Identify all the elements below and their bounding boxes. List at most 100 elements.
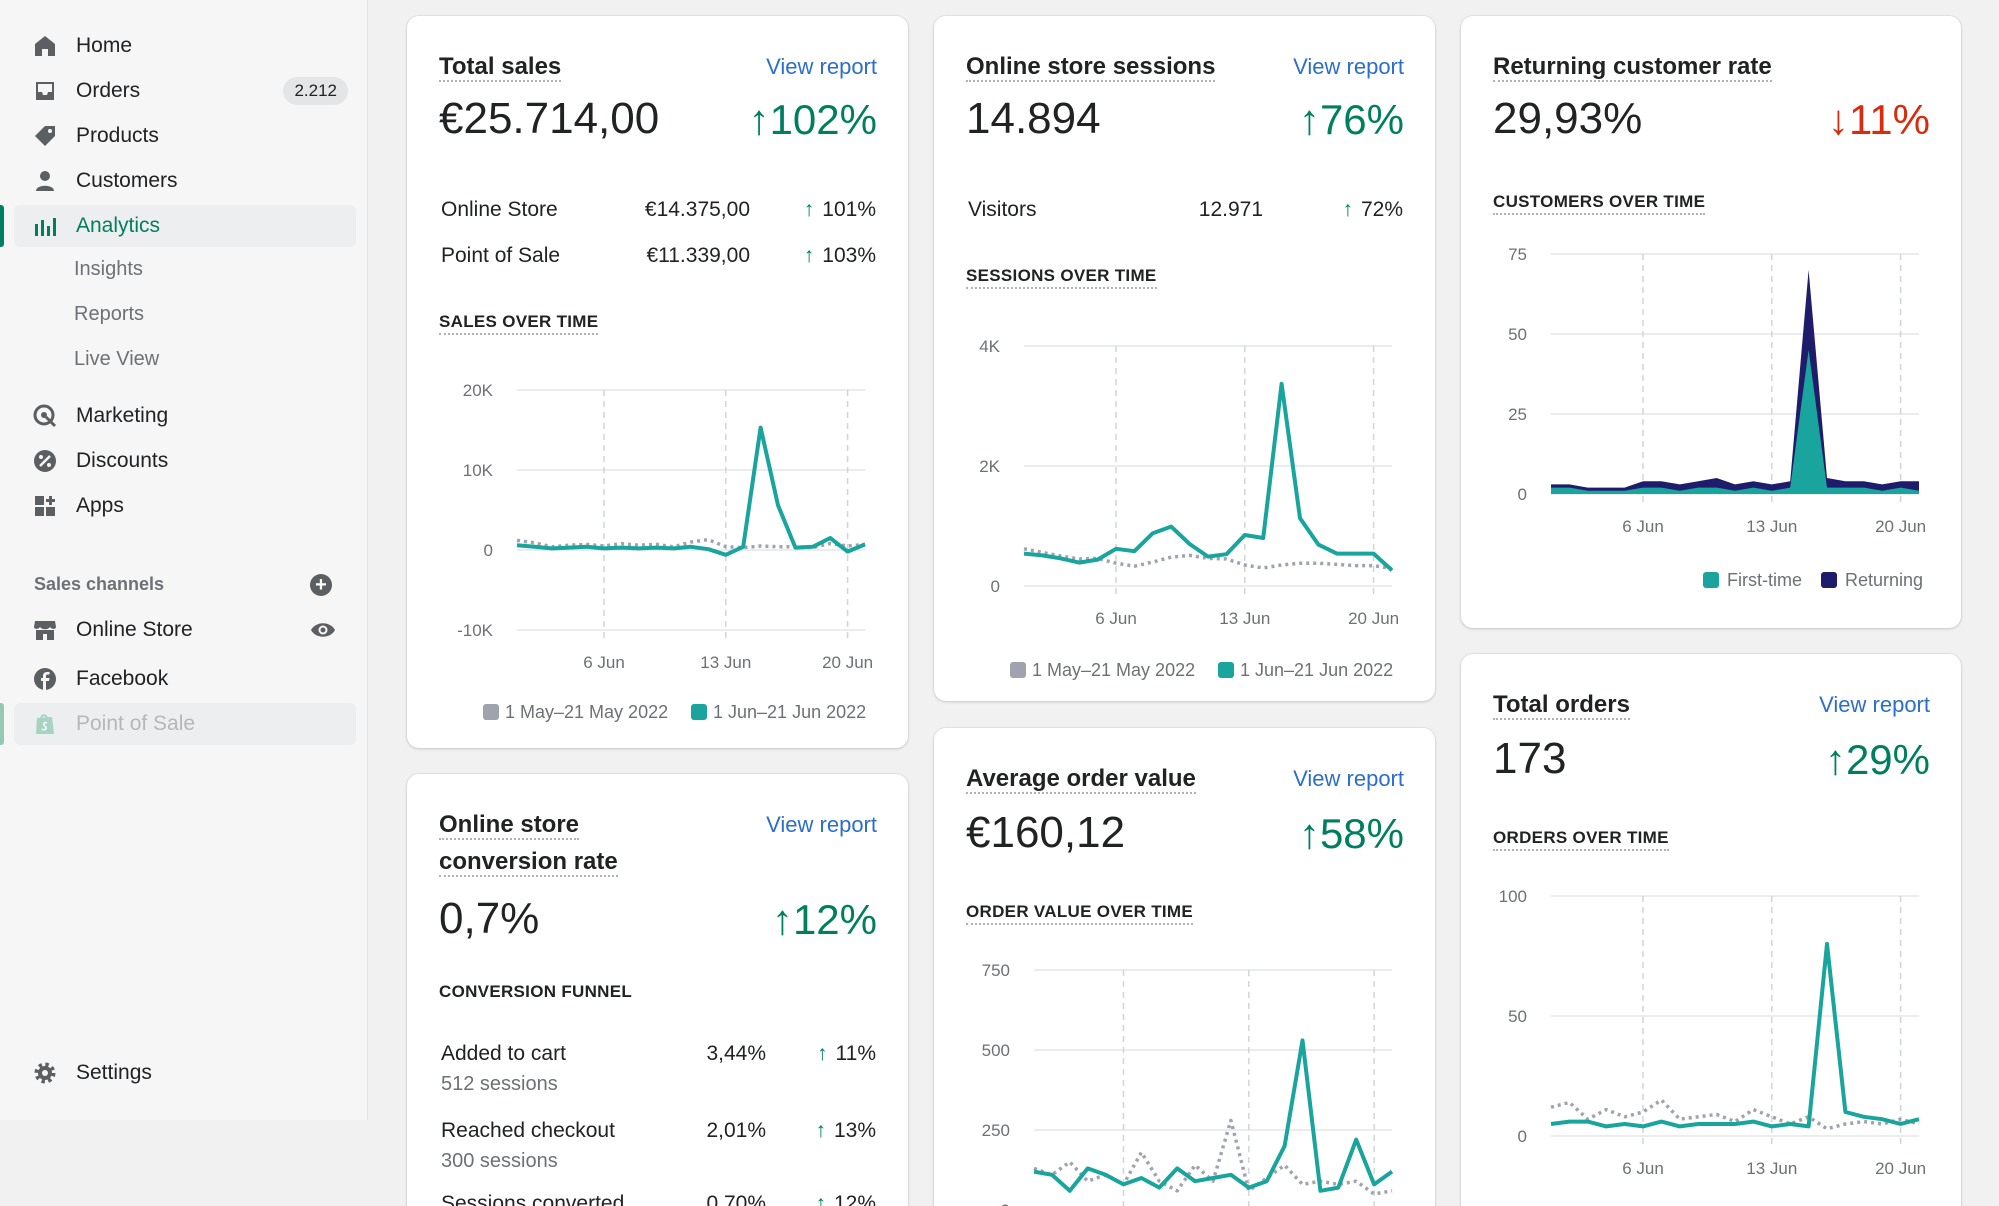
current-period-line (1033, 1038, 1394, 1193)
chart-heading[interactable]: ORDER VALUE OVER TIME (966, 902, 1194, 925)
facebook-icon (32, 666, 58, 692)
x-tick-label: 6 Jun (1622, 517, 1664, 536)
y-tick-label: 0 (484, 541, 493, 560)
sidebar-item-home[interactable]: Home (14, 25, 356, 67)
total-sales-value: €25.714,00 (439, 94, 660, 143)
view-report-link[interactable]: View report (1293, 766, 1404, 791)
arrow-up-icon: ↑ (1342, 198, 1353, 221)
sidebar-item-discounts[interactable]: Discounts (14, 440, 356, 482)
x-tick-label: 20 Jun (1348, 609, 1399, 628)
sidebar-sub-insights[interactable]: Insights (74, 258, 143, 280)
row-label: Visitors (968, 198, 1037, 221)
x-tick-label: 13 Jun (700, 653, 751, 672)
chart-heading[interactable]: CUSTOMERS OVER TIME (1493, 192, 1706, 215)
funnel-step-label: Reached checkout (441, 1119, 615, 1142)
total-sales-card: Total sales View report €25.714,00 ↑102%… (407, 16, 908, 748)
chart-heading[interactable]: SALES OVER TIME (439, 312, 599, 335)
row-value: 12.971 (1198, 198, 1263, 221)
card-title[interactable]: Online store sessions (966, 53, 1216, 82)
add-channel-plus-icon[interactable]: + (310, 574, 332, 596)
funnel-step-label: Sessions converted (441, 1192, 625, 1206)
card-title[interactable]: Returning customer rate (1493, 53, 1772, 82)
current-period-line (1023, 381, 1394, 572)
row-value: €11.339,00 (646, 244, 750, 267)
target-icon (32, 403, 58, 429)
sidebar-item-label: Customers (76, 169, 178, 192)
sessions-value: 14.894 (966, 94, 1101, 143)
funnel-step-sessions: 512 sessions (441, 1073, 558, 1095)
total-sales-change: ↑102% (748, 96, 877, 143)
current-period-line (1550, 942, 1920, 1129)
y-tick-label: 250 (982, 1121, 1010, 1140)
sidebar-sub-live-view[interactable]: Live View (74, 348, 160, 370)
y-tick-label: -10K (457, 621, 494, 640)
funnel-step-change: ↑ 13% (815, 1119, 876, 1142)
legend-swatch-first-time (1703, 572, 1719, 588)
legend-label: 1 Jun–21 Jun 2022 (1240, 660, 1393, 680)
conversion-rate-value: 0,7% (439, 894, 540, 943)
sidebar-sub-reports[interactable]: Reports (74, 303, 145, 325)
comparison-period-line (1550, 1098, 1920, 1131)
person-icon (32, 168, 58, 194)
legend-swatch-current (1218, 662, 1234, 678)
orders-icon (32, 78, 58, 104)
sidebar-item-label: Orders (76, 79, 141, 102)
arrow-up-icon: ↑ (803, 198, 815, 221)
funnel-step-value: 0,70% (706, 1192, 766, 1206)
tag-icon (32, 123, 58, 149)
y-tick-label: 0 (1001, 1201, 1010, 1206)
eye-icon[interactable] (310, 618, 336, 648)
orders-count-badge: 2.212 (283, 77, 348, 105)
x-tick-label: 6 Jun (583, 653, 625, 672)
chart-heading[interactable]: ORDERS OVER TIME (1493, 828, 1669, 851)
x-tick-label: 13 Jun (1746, 1159, 1797, 1178)
sessions-card: Online store sessions View report 14.894… (934, 16, 1435, 701)
customers-over-time-chart: 75 50 25 0 6 Jun 13 Jun 20 Jun First-time Return… (1508, 245, 1926, 590)
view-report-link[interactable]: View report (1293, 54, 1404, 79)
legend-label: 1 May–21 May 2022 (1032, 660, 1195, 680)
view-report-link[interactable]: View report (766, 812, 877, 837)
legend-swatch-previous (483, 704, 499, 720)
sales-channels-heading: Sales channels (34, 574, 165, 594)
sidebar-item-customers[interactable]: Customers (14, 160, 356, 202)
sidebar-item-point-of-sale[interactable]: Point of Sale (0, 703, 356, 745)
x-tick-label: 6 Jun (1622, 1159, 1664, 1178)
x-tick-label: 20 Jun (822, 653, 873, 672)
y-tick-label: 75 (1508, 245, 1527, 264)
funnel-step-change: ↑ 11% (817, 1042, 876, 1065)
sidebar-item-label: Discounts (76, 449, 169, 472)
discount-icon (32, 448, 58, 474)
sidebar-item-marketing[interactable]: Marketing (14, 395, 356, 437)
arrow-up-icon: ↑ (815, 1192, 826, 1206)
sidebar-item-label: Settings (76, 1061, 152, 1084)
sidebar-item-analytics[interactable]: Analytics (0, 205, 356, 247)
sidebar: Home Orders 2.212 Products Customers Ana… (0, 0, 368, 1120)
sidebar-item-products[interactable]: Products (14, 115, 356, 157)
sidebar-item-label: Analytics (76, 214, 161, 237)
sidebar-item-label: Online Store (76, 618, 193, 641)
total-orders-card: Total orders View report 173 ↑29% ORDERS… (1461, 654, 1961, 1206)
sidebar-item-label: Home (76, 34, 133, 57)
view-report-link[interactable]: View report (766, 54, 877, 79)
sidebar-item-settings[interactable]: Settings (14, 1052, 356, 1094)
view-report-link[interactable]: View report (1819, 692, 1930, 717)
aov-change: ↑58% (1298, 810, 1404, 857)
y-tick-label: 2K (979, 457, 1000, 476)
card-title[interactable]: Total orders (1493, 691, 1630, 720)
card-title[interactable]: Total sales (439, 53, 562, 82)
sidebar-item-label: Facebook (76, 667, 169, 690)
sales-over-time-chart: 20K 10K 0 -10K 6 Jun 13 Jun 20 Jun 1 May–21 May… (457, 381, 873, 722)
card-title[interactable]: Online store conversion rate (439, 811, 618, 877)
sessions-over-time-chart: 4K 2K 0 6 Jun 13 Jun 20 Jun 1 May–21 May 2022 1… (979, 337, 1399, 680)
row-value: €14.375,00 (644, 198, 750, 221)
sidebar-item-orders[interactable]: Orders 2.212 (14, 70, 356, 112)
arrow-up-icon: ↑ (803, 244, 815, 267)
sidebar-item-facebook[interactable]: Facebook (14, 658, 356, 700)
y-tick-label: 10K (463, 461, 494, 480)
sidebar-item-online-store[interactable]: Online Store (14, 609, 356, 651)
y-tick-label: 4K (979, 337, 1000, 356)
sidebar-item-label: Apps (76, 494, 124, 517)
card-title[interactable]: Average order value (966, 765, 1196, 794)
sidebar-item-apps[interactable]: Apps (14, 485, 356, 527)
chart-heading[interactable]: SESSIONS OVER TIME (966, 266, 1157, 289)
